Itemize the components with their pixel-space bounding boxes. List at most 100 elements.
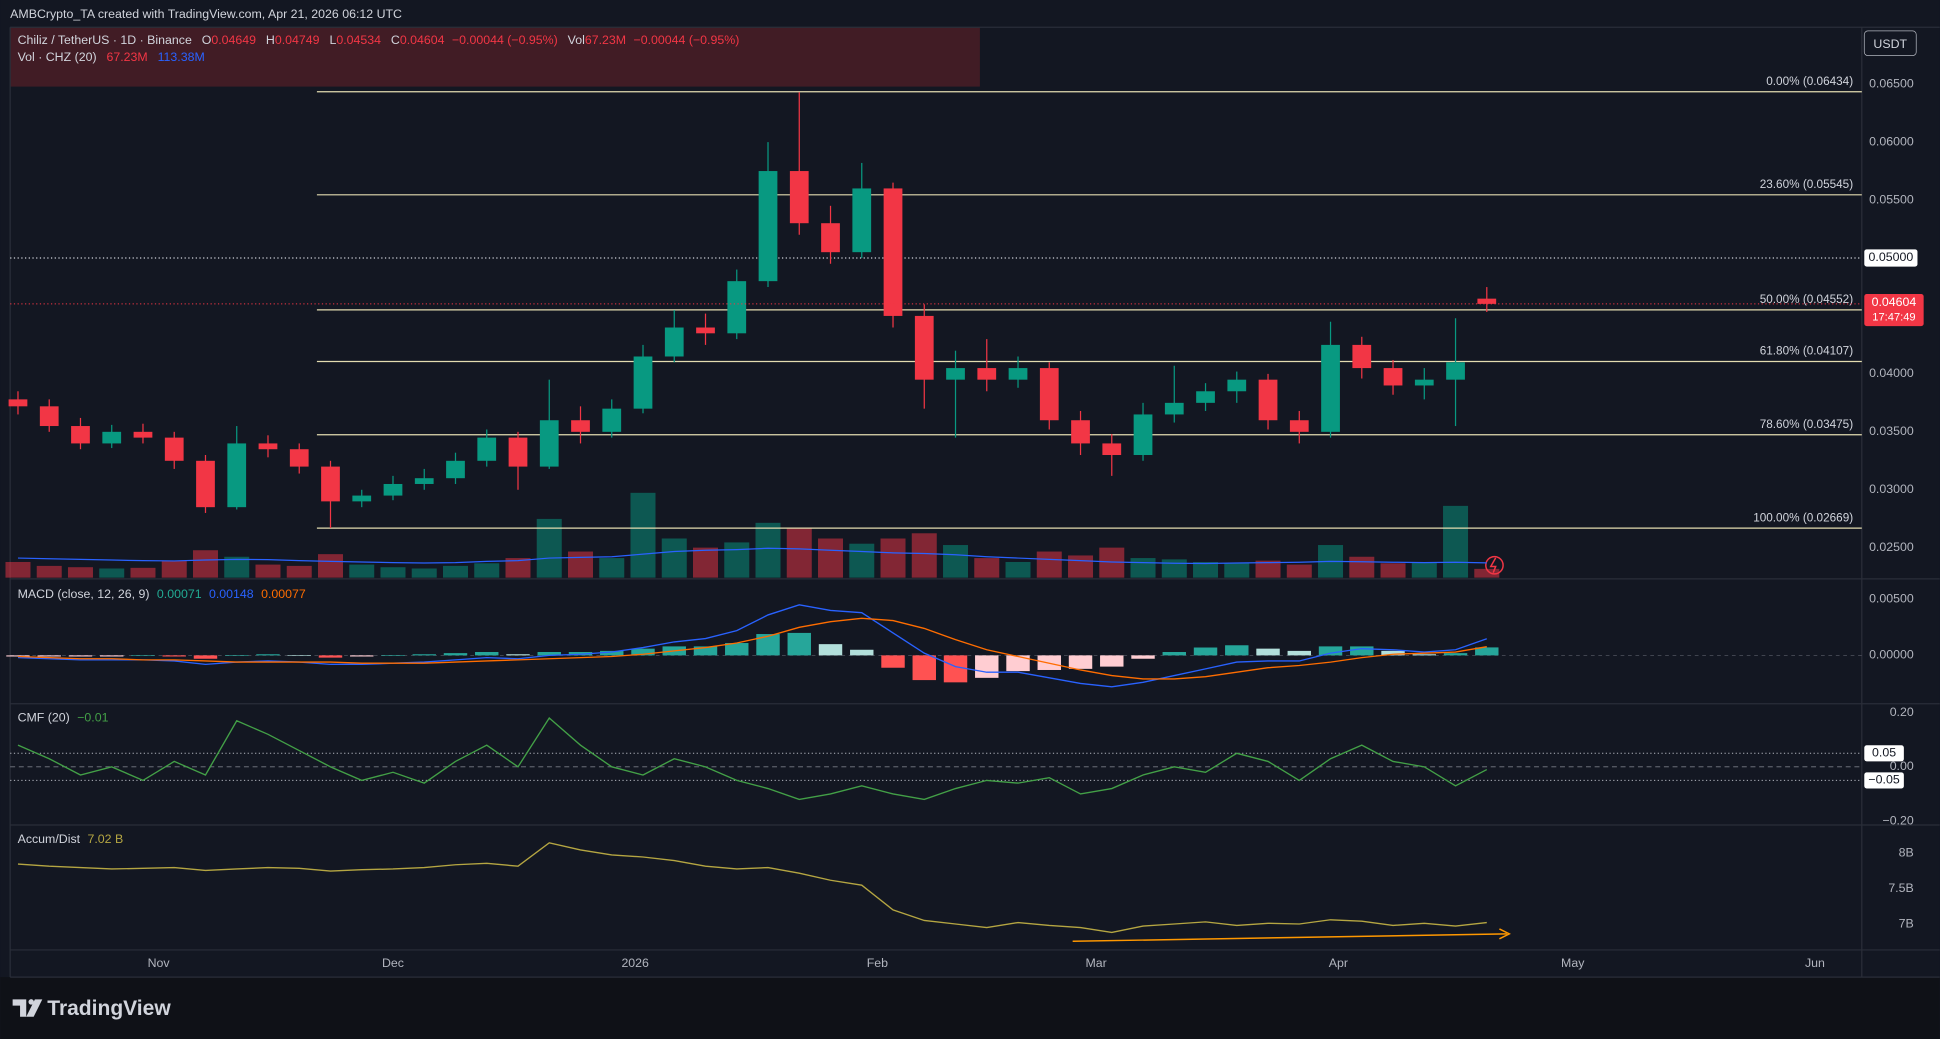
ohlc-key: H (266, 33, 275, 47)
ohlc-key: C (391, 33, 400, 47)
candle-body (1039, 368, 1059, 421)
level-label: 0.05 (1872, 746, 1896, 760)
arrow-head (1499, 928, 1511, 940)
volume-bar (1380, 563, 1406, 578)
volume-bar (224, 556, 250, 578)
ohlc-key: O (202, 33, 212, 47)
volume-bar (599, 558, 625, 578)
candle-body (133, 431, 153, 438)
y-tick-label: 8B (1899, 846, 1914, 860)
x-tick-label: Nov (148, 956, 171, 970)
footer-bar (0, 977, 1940, 1039)
volume-bar (130, 567, 156, 578)
currency[interactable]: USDT (1873, 37, 1907, 51)
fib-label: 100.00% (0.02669) (1753, 511, 1853, 524)
macd-histogram-bar (68, 655, 93, 657)
candle-body (258, 443, 278, 450)
candle-body (914, 315, 934, 380)
y-tick-label: 0.06500 (1869, 76, 1914, 90)
volume-bar (755, 522, 781, 578)
volume-bar (911, 533, 937, 578)
macd-title: MACD (close, 12, 26, 9) (18, 587, 150, 601)
macd-histogram-bar (850, 649, 874, 656)
x-tick-label: 2026 (621, 956, 649, 970)
macd-histogram-bar (162, 655, 186, 657)
macd-histogram-bar (1350, 646, 1374, 656)
macd-histogram-bar (131, 655, 155, 656)
candle-body (414, 478, 434, 484)
level-box (1864, 745, 1904, 762)
fib-label: 61.80% (0.04107) (1760, 345, 1854, 358)
volume-bar (880, 538, 906, 578)
volume-bar (849, 543, 875, 578)
y-tick-label: 0.02500 (1869, 540, 1914, 554)
signal-line (17, 617, 1487, 680)
fib-label: 23.60% (0.05545) (1760, 178, 1854, 191)
candle-body (852, 188, 872, 253)
x-tick-label: Jun (1805, 956, 1825, 970)
candle-body (1446, 362, 1465, 380)
last-price-label: 0.04604 (1872, 295, 1917, 309)
macd-histogram-bar (1131, 655, 1155, 659)
candle-body (196, 460, 215, 508)
y-tick-label: 0.20 (1890, 705, 1914, 719)
volume-bar (411, 568, 437, 578)
indicator-legend: CMF (20) −0.01 (18, 711, 109, 725)
fib-label: 78.60% (0.03475) (1760, 418, 1854, 431)
volume-bar (1474, 568, 1500, 578)
macd-histogram-bar (1287, 650, 1312, 656)
macd-histogram-bar (1475, 647, 1499, 656)
volume-bar (630, 492, 656, 578)
volume-bar (1193, 561, 1219, 578)
volume-bar (1286, 564, 1312, 578)
y-tick-label: 0.00500 (1869, 591, 1914, 605)
macd-histogram-bar (943, 655, 968, 683)
macd-histogram-bar (1162, 652, 1186, 656)
pane-borders (9, 26, 1940, 978)
volume-bar (818, 538, 844, 578)
volume-bar (36, 565, 62, 578)
signal-value: 0.00077 (261, 587, 306, 601)
header-credit: AMBCrypto_TA created with TradingView.co… (10, 7, 402, 21)
volume-bar (161, 560, 187, 578)
volume-last: 67.23M (106, 50, 147, 64)
candle-body (1383, 368, 1403, 386)
volume-bar (567, 551, 594, 578)
macd-histogram-bar (1006, 655, 1030, 672)
hist-value: 0.00071 (157, 587, 202, 601)
legend-symbol-line: Chiliz / TetherUS · 1D · Binance O0.04649… (18, 33, 740, 47)
indicator-value: −0.01 (77, 711, 108, 725)
indicator-line (17, 717, 1488, 801)
level-box (1864, 772, 1904, 789)
macd-value: 0.00148 (209, 587, 254, 601)
candle-body (758, 171, 778, 282)
x-tick-label: Apr (1329, 956, 1348, 970)
macd-histogram-bar (1225, 645, 1249, 656)
candle-body (164, 437, 184, 461)
macd-histogram-bar (318, 655, 343, 658)
brand-logo (12, 999, 43, 1017)
volume-bar (1443, 505, 1469, 578)
macd-histogram-bar (475, 652, 499, 656)
volume-bar (1005, 561, 1031, 578)
macd-histogram-bar (1100, 655, 1124, 667)
candle-body (1289, 420, 1309, 432)
candle-body (1071, 420, 1090, 444)
candle-body (352, 495, 372, 502)
macd-histogram-bar (881, 655, 905, 668)
volume-bar (442, 565, 468, 578)
y-tick-label: 0.06000 (1869, 134, 1914, 148)
volume-bar (1411, 561, 1437, 578)
volume-bar (380, 567, 406, 578)
candle-body (821, 223, 840, 253)
logo-mark (12, 999, 27, 1017)
currency-box[interactable] (1863, 30, 1917, 57)
candle-body (1196, 391, 1215, 403)
candle-body (727, 281, 747, 334)
indicator-line (17, 842, 1487, 934)
legend-volume-line: Vol · CHZ (20) 67.23M 113.38M (18, 50, 205, 64)
last-price-box (1864, 293, 1924, 327)
volume-bar (192, 550, 218, 578)
